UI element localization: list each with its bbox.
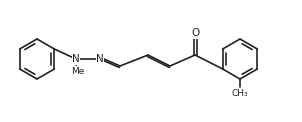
Text: N: N	[72, 54, 80, 64]
Text: O: O	[191, 28, 199, 38]
Text: Me: Me	[71, 66, 85, 76]
Text: CH₃: CH₃	[232, 88, 248, 97]
Text: N: N	[96, 54, 104, 64]
